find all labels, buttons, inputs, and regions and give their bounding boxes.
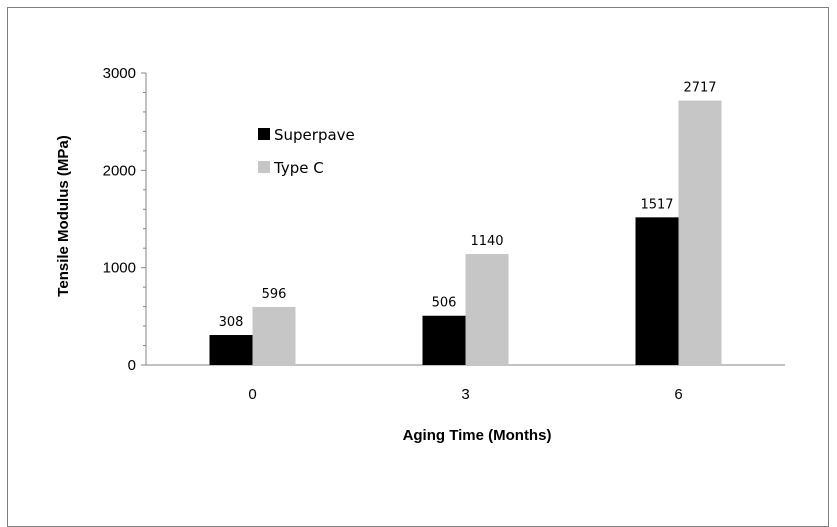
- data-label: 1140: [470, 234, 503, 249]
- y-axis: 0 1000 2000 3000: [103, 65, 147, 374]
- data-label: 506: [432, 296, 457, 311]
- bar: [422, 315, 466, 365]
- data-label: 2717: [683, 81, 716, 96]
- x-axis: 0 3 6: [146, 364, 785, 403]
- legend-label: Superpave: [274, 126, 355, 144]
- y-tick-label: 0: [128, 357, 136, 374]
- y-axis-title: Tensile Modulus (MPa): [55, 135, 72, 296]
- y-tick-label: 1000: [103, 260, 136, 277]
- legend-swatch: [258, 128, 270, 140]
- legend: Superpave Type C: [258, 126, 355, 177]
- x-tick-label: 0: [248, 386, 256, 403]
- bar: [465, 254, 509, 365]
- x-tick-label: 6: [674, 386, 682, 403]
- y-tick-label: 3000: [103, 65, 136, 82]
- data-label: 308: [219, 315, 244, 330]
- legend-label: Type C: [273, 159, 324, 177]
- bar: [252, 306, 296, 365]
- x-axis-title: Aging Time (Months): [403, 427, 552, 444]
- data-labels: 308 596 506 1140 1517 2717: [219, 81, 717, 330]
- y-tick-label: 2000: [103, 162, 136, 179]
- bar: [209, 335, 253, 365]
- bar: [635, 217, 679, 365]
- x-tick-label: 3: [461, 386, 469, 403]
- legend-swatch: [258, 161, 270, 173]
- bars: [209, 100, 722, 365]
- bar: [678, 100, 722, 365]
- data-label: 596: [262, 287, 287, 302]
- data-label: 1517: [640, 197, 673, 212]
